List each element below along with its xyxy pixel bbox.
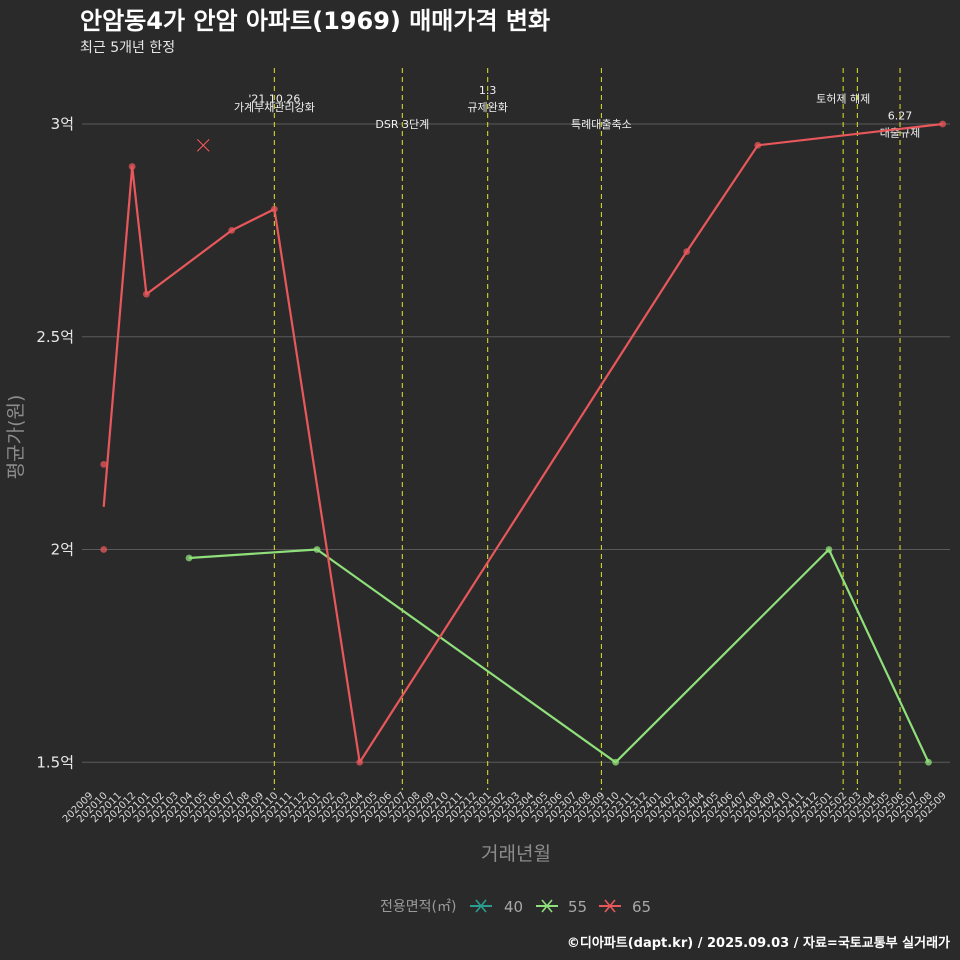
legend: 전용면적(㎡) 40 55 65 [380,898,651,916]
caption: ©디아파트(dapt.kr) / 2025.09.03 / 자료=국토교통부 실… [567,935,950,951]
event-label: DSR 3단계 [375,118,429,131]
data-point-55 [612,758,620,766]
data-point-55 [825,546,833,553]
x-axis-ticks: 2020092020102020112020122021012021022021… [61,790,949,825]
event-label: 1.3 [479,84,497,97]
event-label: 규제완화 [467,101,507,114]
legend-item-55: 55 [536,898,587,916]
series-line-65 [102,122,943,764]
y-tick-label: 1.5억 [36,753,74,771]
data-point-55 [313,546,321,553]
x-axis-title: 거래년월 [481,843,551,865]
chart-subtitle: 최근 5개년 한정 [80,40,175,56]
data-point-65 [270,205,278,213]
event-label: '21.10.26 [248,92,300,105]
y-tick-label: 2억 [51,541,74,559]
grid-lines [82,123,950,763]
data-point-55 [185,554,193,562]
event-label: 토허제 해제 [816,91,870,105]
data-point-65 [142,290,150,298]
legend-label-65: 65 [632,898,651,916]
data-point-65 [128,163,136,170]
data-point-65 [228,226,236,234]
series-line-55 [188,548,930,764]
event-label: 특례대출축소 [571,118,632,131]
legend-title: 전용면적(㎡) [380,899,456,915]
legend-item-40: 40 [470,898,523,916]
data-point-65 [939,120,947,128]
chart-title: 안암동4가 안암 아파트(1969) 매매가격 변화 [80,7,550,35]
series-lines [102,122,943,764]
data-point-65 [356,758,364,766]
legend-label-40: 40 [504,898,523,916]
cancelled-mark-65-color [196,138,210,152]
y-tick-label: 2.5억 [36,328,74,346]
legend-item-65: 65 [599,898,651,916]
data-point-65 [100,461,108,468]
data-point-65 [100,546,108,553]
event-label: 가계부채관리강화 [234,101,315,114]
event-label: 6.27 [888,109,913,122]
y-tick-label: 3억 [51,115,74,133]
data-point-65 [754,141,762,149]
legend-label-55: 55 [568,898,587,916]
data-point-65 [683,248,691,256]
series-points [100,120,947,766]
y-axis-title: 평균가(원) [5,395,27,480]
y-axis-ticks: 1.5억 2억 2.5억 3억 [36,115,74,771]
data-point-55 [925,758,932,766]
